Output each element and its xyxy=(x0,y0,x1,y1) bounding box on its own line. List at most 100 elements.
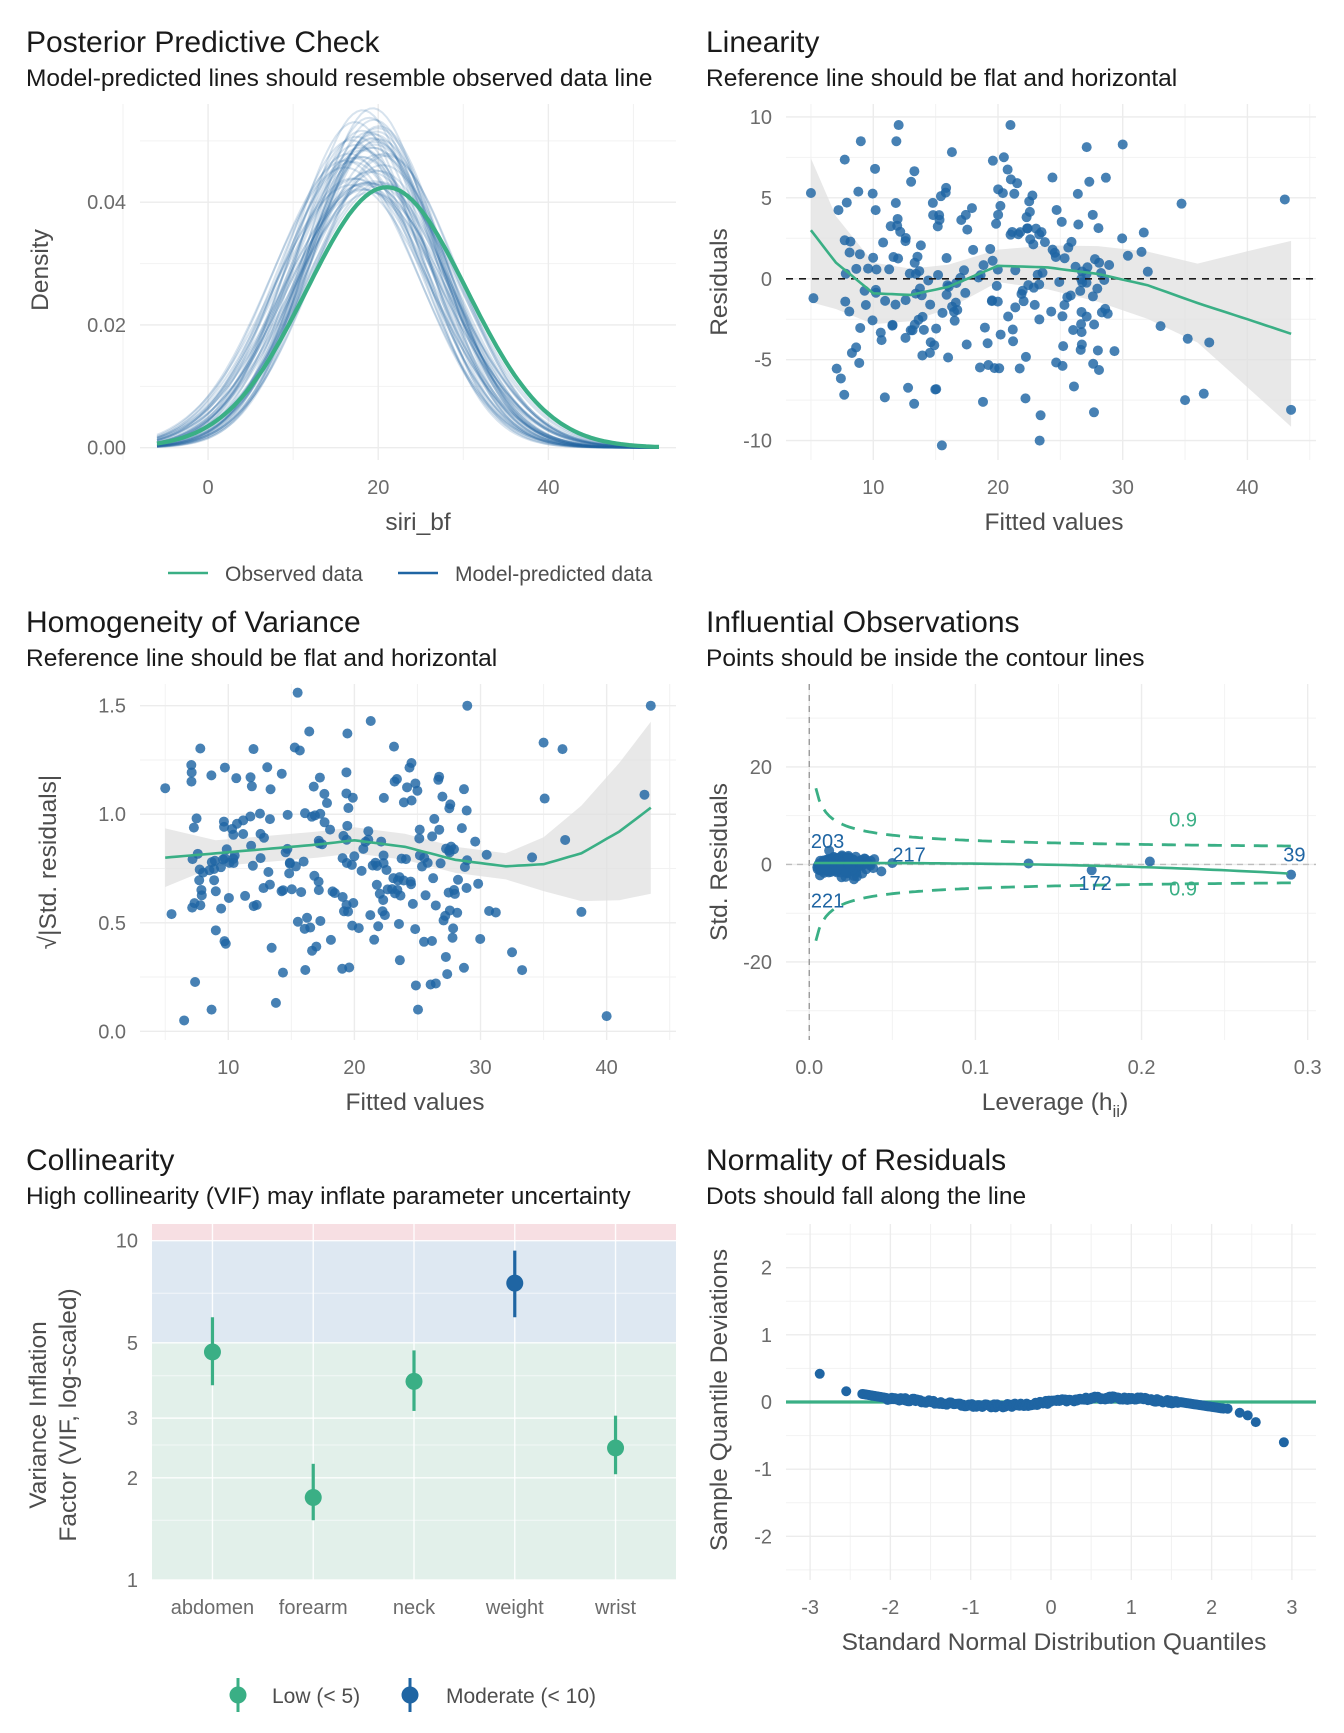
y-tick-label: 0 xyxy=(761,1392,772,1414)
influence-x-label-subscript: ii xyxy=(1113,1102,1121,1121)
residual-point xyxy=(884,264,895,275)
residual-point xyxy=(844,247,855,258)
predicted-density-line xyxy=(156,188,660,449)
loess-smooth-line xyxy=(809,229,1292,336)
residual-point xyxy=(1087,291,1098,302)
residual-point xyxy=(1010,265,1021,276)
scale-location-point xyxy=(427,831,438,842)
loess-smooth-line xyxy=(165,806,652,868)
loess-smooth-line xyxy=(814,861,1288,875)
residual-point xyxy=(1089,319,1100,330)
residual-point xyxy=(1007,324,1018,335)
residual-point xyxy=(925,299,936,310)
residual-point xyxy=(845,236,856,247)
residual-point xyxy=(1009,188,1020,199)
homogeneity-title: Homogeneity of Variance xyxy=(26,606,361,639)
y-tick-label: 0.5 xyxy=(98,913,126,935)
residual-point xyxy=(917,311,928,322)
scale-location-point xyxy=(473,878,484,889)
y-tick-label: -2 xyxy=(754,1526,772,1548)
residual-point xyxy=(1057,311,1068,322)
scale-location-point xyxy=(300,808,311,819)
y-tick-label: 3 xyxy=(127,1408,138,1430)
scale-location-point xyxy=(367,860,378,871)
predicted-density-line xyxy=(156,136,659,449)
scale-location-point xyxy=(639,789,650,800)
influence-plot-area: 0.9 0.9 203 221 217 172 39 xyxy=(786,684,1316,1040)
vif-point xyxy=(304,1489,322,1507)
scale-location-point xyxy=(452,907,463,918)
legend-moderate-label: Moderate (< 10) xyxy=(446,1685,596,1708)
x-tick-label: 40 xyxy=(537,477,559,499)
homogeneity-y-ticks: 0.0 0.5 1.0 1.5 xyxy=(98,696,126,1044)
scale-location-point xyxy=(270,997,281,1008)
scale-location-point xyxy=(218,854,229,865)
influence-title: Influential Observations xyxy=(706,606,1020,639)
residual-point xyxy=(854,357,865,368)
scale-location-point xyxy=(481,849,492,860)
predicted-density-line xyxy=(156,143,660,449)
influence-point xyxy=(1086,865,1097,876)
scale-location-point xyxy=(347,792,358,803)
residual-point xyxy=(903,382,914,393)
x-tick-label: 0.0 xyxy=(795,1057,823,1079)
influence-x-label-main: Leverage (h xyxy=(982,1089,1113,1116)
collinearity-panel: Collinearity High collinearity (VIF) may… xyxy=(25,1144,676,1712)
scale-location-point xyxy=(302,912,313,923)
scale-location-point xyxy=(289,742,300,753)
scale-location-point xyxy=(337,891,348,902)
residual-point xyxy=(1068,381,1079,392)
predicted-density-line xyxy=(156,116,659,449)
x-tick-label: 20 xyxy=(343,1057,365,1079)
residual-point xyxy=(875,327,886,338)
scale-location-point xyxy=(194,864,205,875)
residual-point xyxy=(998,152,1009,163)
x-tick-label: wrist xyxy=(594,1597,637,1619)
residual-point xyxy=(835,373,846,384)
residual-point xyxy=(1075,344,1086,355)
linearity-x-label: Fitted values xyxy=(985,509,1124,536)
residual-point xyxy=(839,154,850,165)
scale-location-point xyxy=(209,875,220,886)
residual-point xyxy=(1034,435,1045,446)
residual-point xyxy=(977,396,988,407)
residual-point xyxy=(937,307,948,318)
cooks-contour-upper xyxy=(814,787,1292,848)
scale-location-point xyxy=(645,700,656,711)
contour-label-lower: 0.9 xyxy=(1169,879,1197,901)
residual-point xyxy=(1028,282,1039,293)
residual-point xyxy=(1076,327,1087,338)
predicted-density-line xyxy=(156,183,660,449)
scale-location-point xyxy=(315,808,326,819)
residual-point xyxy=(885,221,896,232)
scale-location-point xyxy=(284,858,295,869)
scale-location-point xyxy=(228,853,239,864)
residual-point xyxy=(1198,388,1209,399)
homogeneity-plot-area xyxy=(160,687,656,1026)
scale-location-point xyxy=(379,910,390,921)
qq-point xyxy=(1250,1417,1261,1428)
influence-panel: Influential Observations Points should b… xyxy=(706,606,1322,1121)
linearity-x-ticks: 10 20 30 40 xyxy=(862,477,1258,499)
qq-point xyxy=(814,1368,825,1379)
scale-location-point xyxy=(191,813,202,824)
y-tick-label: 1 xyxy=(127,1570,138,1592)
scale-location-point xyxy=(186,767,197,778)
residual-point xyxy=(870,163,881,174)
scale-location-point xyxy=(206,770,217,781)
x-tick-label: abdomen xyxy=(171,1597,254,1619)
legend-low-label: Low (< 5) xyxy=(272,1685,360,1708)
scale-location-point xyxy=(209,855,220,866)
residual-point xyxy=(1072,188,1083,199)
x-tick-label: -3 xyxy=(801,1597,819,1619)
y-tick-label: -5 xyxy=(754,350,772,372)
scale-location-point xyxy=(371,879,382,890)
scale-location-point xyxy=(356,865,367,876)
scale-location-point xyxy=(557,744,568,755)
scale-location-point xyxy=(459,862,470,873)
residual-point xyxy=(956,215,967,226)
scale-location-point xyxy=(413,1004,424,1015)
scale-location-point xyxy=(435,858,446,869)
residual-point xyxy=(1089,254,1100,265)
predicted-density-line xyxy=(156,156,659,449)
